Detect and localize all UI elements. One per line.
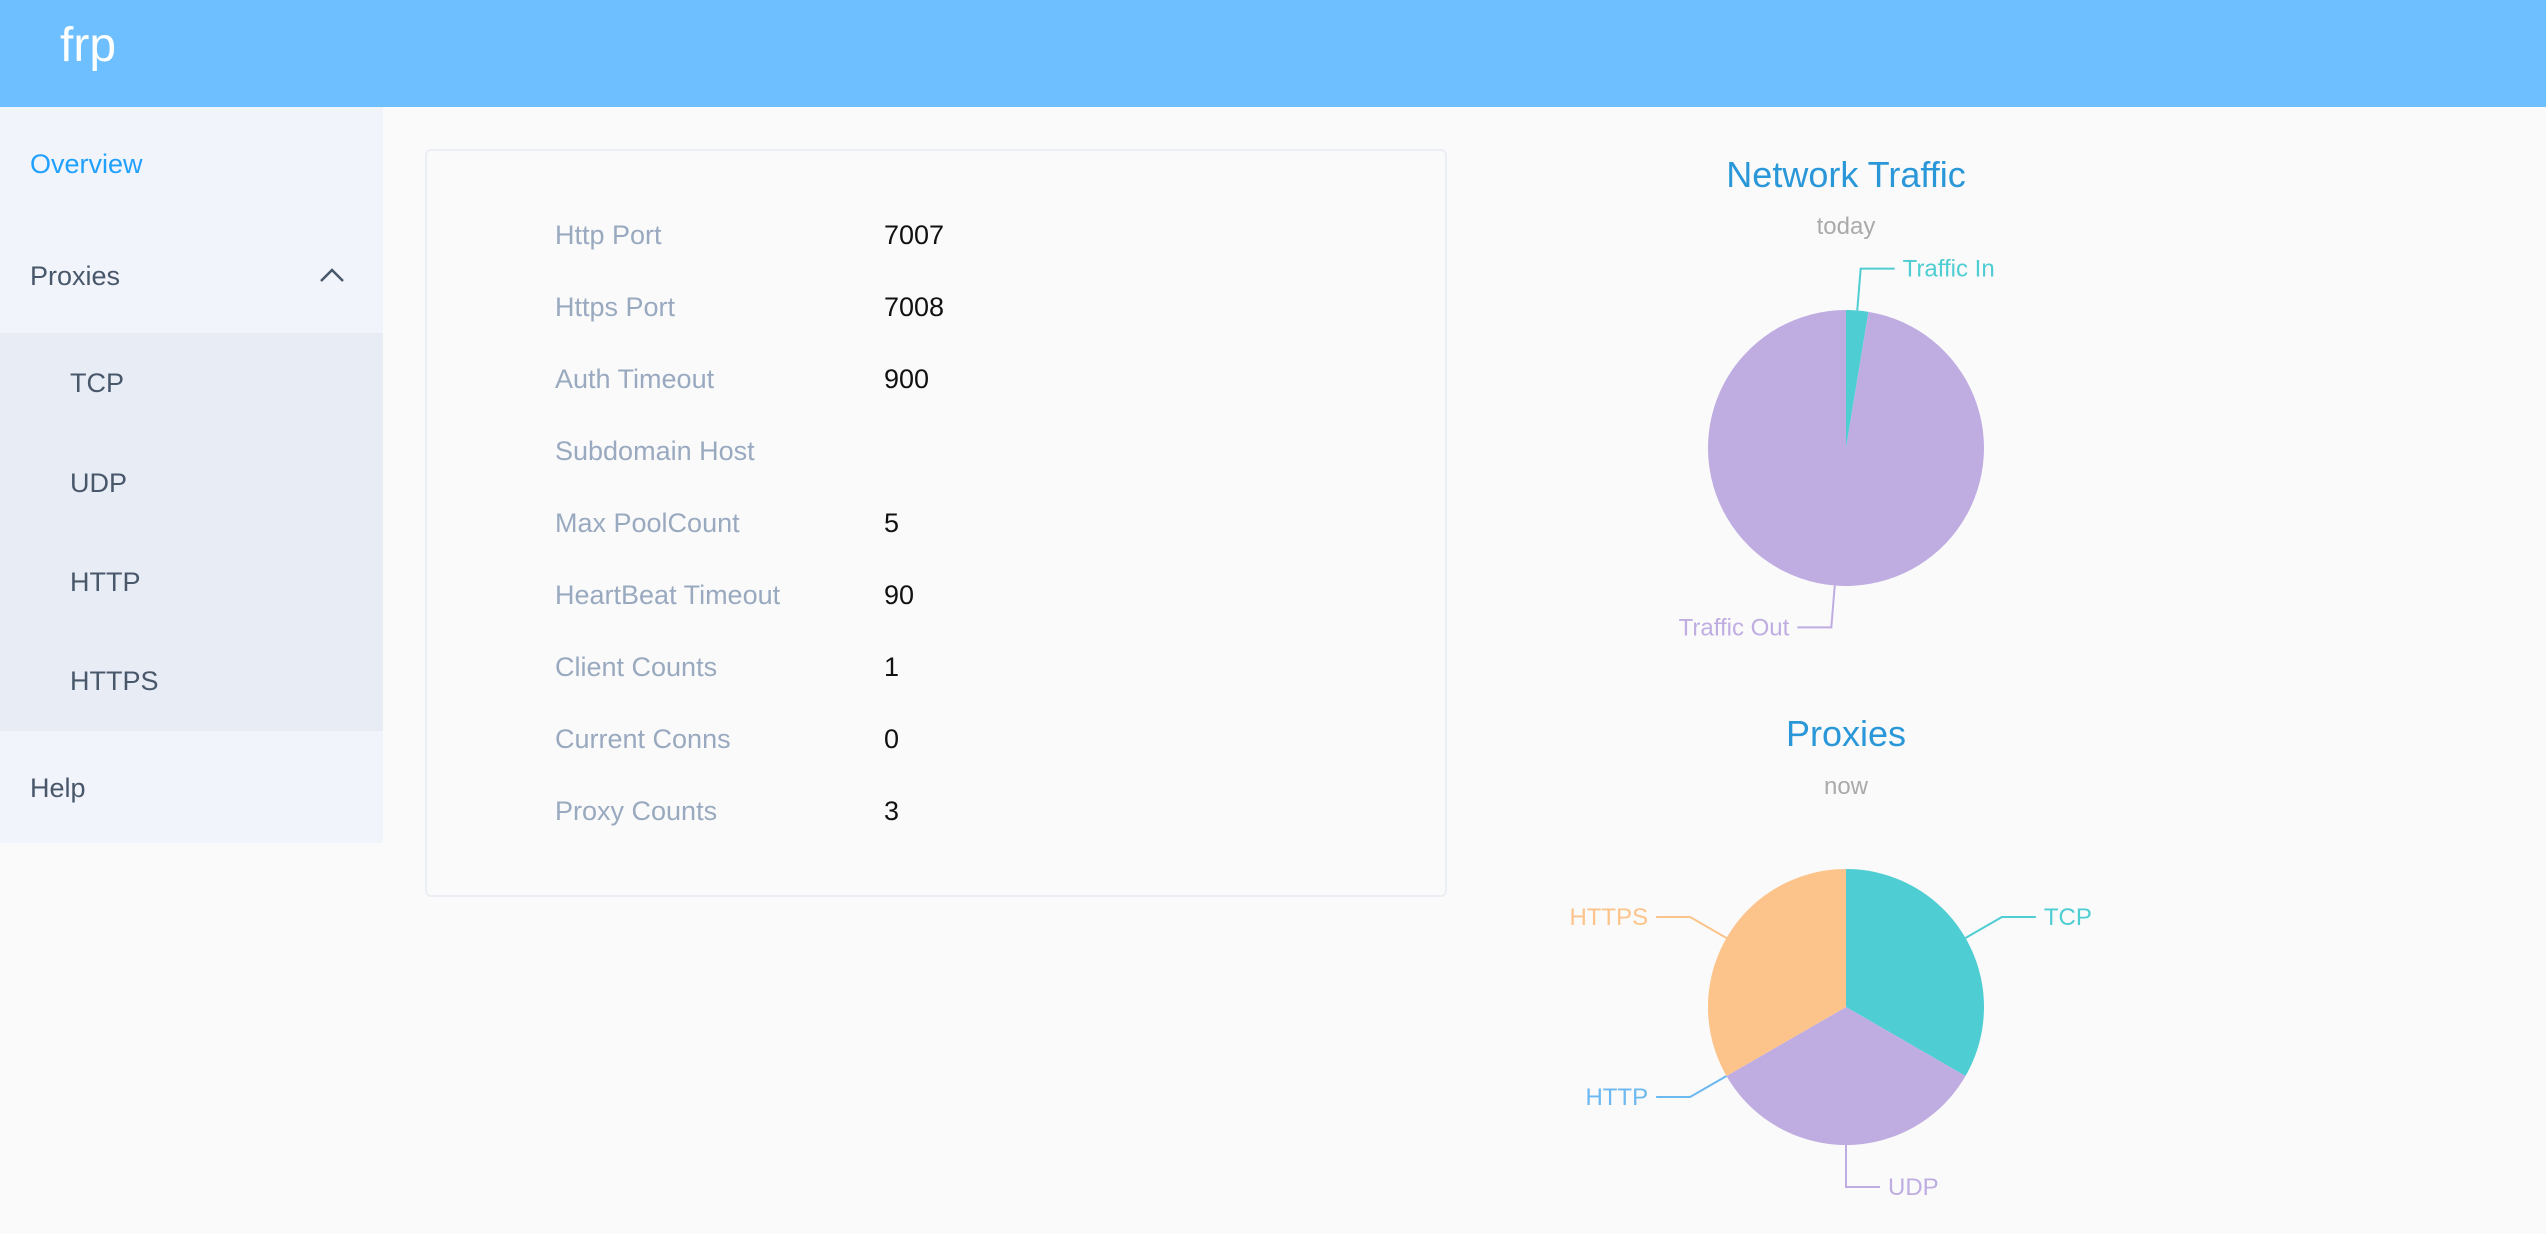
- sidebar-item-label: UDP: [70, 467, 128, 498]
- label-leader-line: [1845, 1145, 1880, 1188]
- chart-subtitle: today: [1817, 213, 1876, 240]
- chart-title: Network Traffic: [1726, 154, 1965, 195]
- label-leader-line: [1656, 916, 1727, 939]
- info-value: 90: [884, 580, 915, 610]
- sidebar-item-label: Overview: [30, 148, 143, 179]
- info-label: Max PoolCount: [555, 508, 740, 538]
- slice-label: Traffic In: [1903, 256, 1995, 283]
- slice-label: UDP: [1888, 1174, 1939, 1201]
- sidebar-item-udp[interactable]: UDP: [0, 433, 383, 533]
- info-label: Client Counts: [555, 652, 718, 682]
- sidebar-item-overview[interactable]: Overview: [0, 109, 383, 219]
- chart-title: Proxies: [1786, 713, 1906, 754]
- info-label: Current Conns: [555, 724, 731, 754]
- sidebar-item-http[interactable]: HTTP: [0, 532, 383, 632]
- label-leader-line: [1856, 267, 1895, 311]
- pie-slice-traffic-in[interactable]: [1846, 310, 1869, 448]
- slice-label: TCP: [2044, 904, 2092, 931]
- sidebar-item-tcp[interactable]: TCP: [0, 333, 383, 433]
- info-label: Https Port: [555, 292, 676, 322]
- sidebar-item-https[interactable]: HTTPS: [0, 631, 383, 731]
- info-label: Proxy Counts: [555, 796, 718, 826]
- info-value: 7007: [884, 220, 945, 250]
- logo: frp: [60, 19, 117, 72]
- top-header: frp: [0, 0, 2546, 107]
- sidebar: Overview Proxies TCP UDP HTTP HTTPS Help: [0, 107, 383, 843]
- proxies-submenu: TCP UDP HTTP HTTPS: [0, 333, 383, 731]
- info-value: 0: [884, 724, 900, 754]
- info-label: Http Port: [555, 220, 662, 250]
- sidebar-item-proxies[interactable]: Proxies: [0, 221, 383, 331]
- info-value: 7008: [884, 292, 945, 322]
- sidebar-item-label: HTTP: [70, 566, 141, 597]
- info-value: 900: [884, 364, 930, 394]
- sidebar-item-help[interactable]: Help: [0, 733, 383, 843]
- slice-label: HTTP: [1585, 1084, 1648, 1111]
- pie-slice-tcp[interactable]: [1846, 869, 1984, 1076]
- label-leader-line: [1965, 916, 2036, 939]
- label-leader-line: [1797, 585, 1836, 629]
- info-value: 3: [884, 796, 900, 826]
- pie-slice-https[interactable]: [1708, 869, 1846, 1076]
- sidebar-item-label: TCP: [70, 367, 124, 398]
- pie-slice-traffic-out[interactable]: [1708, 310, 1984, 586]
- sidebar-item-label: Help: [30, 772, 86, 803]
- chevron-up-icon[interactable]: [318, 262, 346, 290]
- info-label: Auth Timeout: [555, 364, 715, 394]
- chart-subtitle: now: [1824, 773, 1869, 800]
- label-leader-line: [1656, 1075, 1727, 1098]
- slice-label: Traffic Out: [1679, 614, 1790, 641]
- sidebar-item-label: Proxies: [30, 260, 121, 291]
- info-value: 5: [884, 508, 900, 538]
- info-label: HeartBeat Timeout: [555, 580, 781, 610]
- server-info-card: Http Port 7007 Https Port 7008 Auth Timeout 9…: [425, 149, 1447, 897]
- slice-label: HTTPS: [1569, 904, 1648, 931]
- info-value: 1: [884, 652, 900, 682]
- info-label: Subdomain Host: [555, 436, 755, 466]
- sidebar-item-label: HTTPS: [70, 665, 159, 696]
